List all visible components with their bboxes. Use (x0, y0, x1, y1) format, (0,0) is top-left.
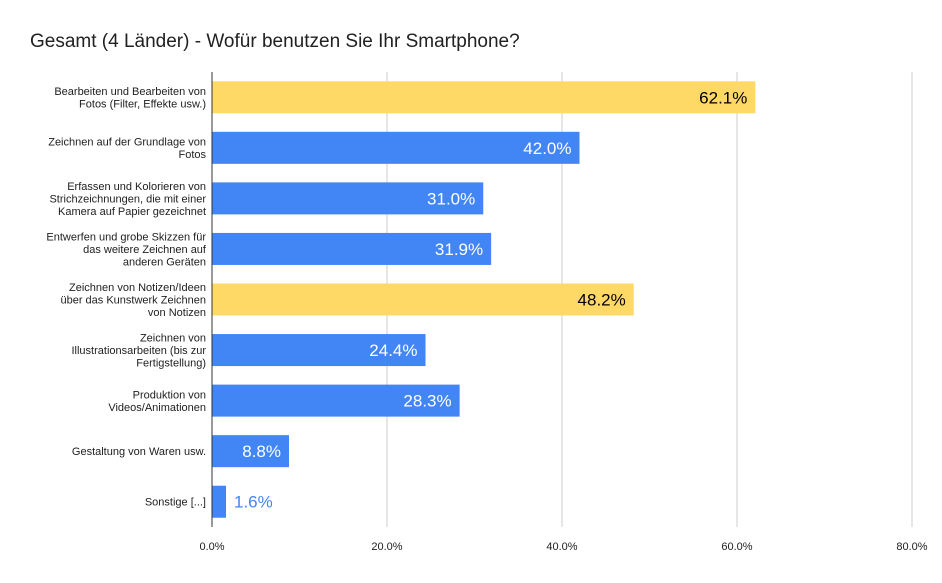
category-label: Zeichnen auf der Grundlage von Fotos (48, 137, 206, 162)
data-label: 42.0% (523, 139, 571, 158)
category-label-line: Illustrationsarbeiten (bis zur (71, 345, 206, 357)
bars (212, 81, 756, 518)
data-labels: 62.1% 42.0% 31.0% 31.9% 48.2% 24.4% 28.3% 8.8% 1… (234, 88, 747, 511)
bar (212, 232, 492, 265)
bar (212, 131, 580, 164)
category-label-line: Videos/Animationen (108, 402, 206, 414)
x-tick-label: 60.0% (721, 541, 752, 553)
data-label: 8.8% (242, 442, 281, 461)
chart-title: Gesamt (4 Länder) - Wofür benutzen Sie I… (30, 31, 520, 52)
bar (212, 384, 460, 417)
category-label: Sonstige [...] (145, 497, 206, 509)
x-tick-label: 80.0% (896, 541, 927, 553)
data-label: 48.2% (578, 291, 626, 310)
category-label: Zeichnen von Illustrationsarbeiten (bis z… (71, 333, 206, 370)
category-label-line: Strichzeichnungen, die mit einer (49, 193, 206, 205)
category-label-line: über das Kunstwerk Zeichnen (60, 295, 206, 307)
x-tick-label: 20.0% (371, 541, 402, 553)
category-label: Bearbeiten und Bearbeiten von Fotos (Filt… (54, 86, 206, 111)
category-label-line: Erfassen und Kolorieren von (67, 181, 206, 193)
category-label-line: das weitere Zeichnen auf (83, 244, 207, 256)
category-label-line: Zeichnen von (140, 333, 206, 345)
category-label: Produktion von Videos/Animationen (108, 389, 206, 414)
category-label-line: Entwerfen und grobe Skizzen für (46, 231, 206, 243)
category-label-line: Zeichnen auf der Grundlage von (48, 137, 206, 149)
category-label-line: Fotos (Filter, Effekte usw.) (79, 99, 206, 111)
category-label-line: Fertigstellung) (136, 358, 206, 370)
category-label-line: anderen Geräten (123, 256, 206, 268)
category-label-line: Zeichnen von Notizen/Ideen (69, 282, 206, 294)
bar (212, 334, 426, 367)
category-label-line: Fotos (178, 149, 206, 161)
bar (212, 283, 634, 316)
category-label-line: Gestaltung von Waren usw. (72, 446, 206, 458)
bar (212, 435, 289, 468)
category-labels: Bearbeiten und Bearbeiten von Fotos (Filt… (46, 86, 207, 509)
data-label: 1.6% (234, 493, 273, 512)
category-label-line: Sonstige [...] (145, 497, 206, 509)
x-tick-labels: 0.0% 20.0% 40.0% 60.0% 80.0% (199, 541, 927, 553)
data-label: 28.3% (403, 392, 451, 411)
category-label: Erfassen und Kolorieren von Strichzeichnu… (49, 181, 206, 218)
x-tick-label: 40.0% (546, 541, 577, 553)
bar (212, 182, 484, 215)
category-label: Gestaltung von Waren usw. (72, 446, 206, 458)
category-label: Zeichnen von Notizen/Ideen über das Kunst… (60, 282, 206, 319)
category-label-line: Bearbeiten und Bearbeiten von (54, 86, 206, 98)
category-label-line: von Notizen (148, 307, 206, 319)
category-label: Entwerfen und grobe Skizzen für das weite… (46, 231, 207, 268)
data-label: 24.4% (369, 341, 417, 360)
bar (212, 81, 756, 114)
category-label-line: Produktion von (133, 389, 206, 401)
data-label: 31.0% (427, 189, 475, 208)
data-label: 31.9% (435, 240, 483, 259)
data-label: 62.1% (699, 88, 747, 107)
x-tick-label: 0.0% (199, 541, 224, 553)
bar (212, 485, 226, 518)
category-label-line: Kamera auf Papier gezeichnet (58, 206, 206, 218)
